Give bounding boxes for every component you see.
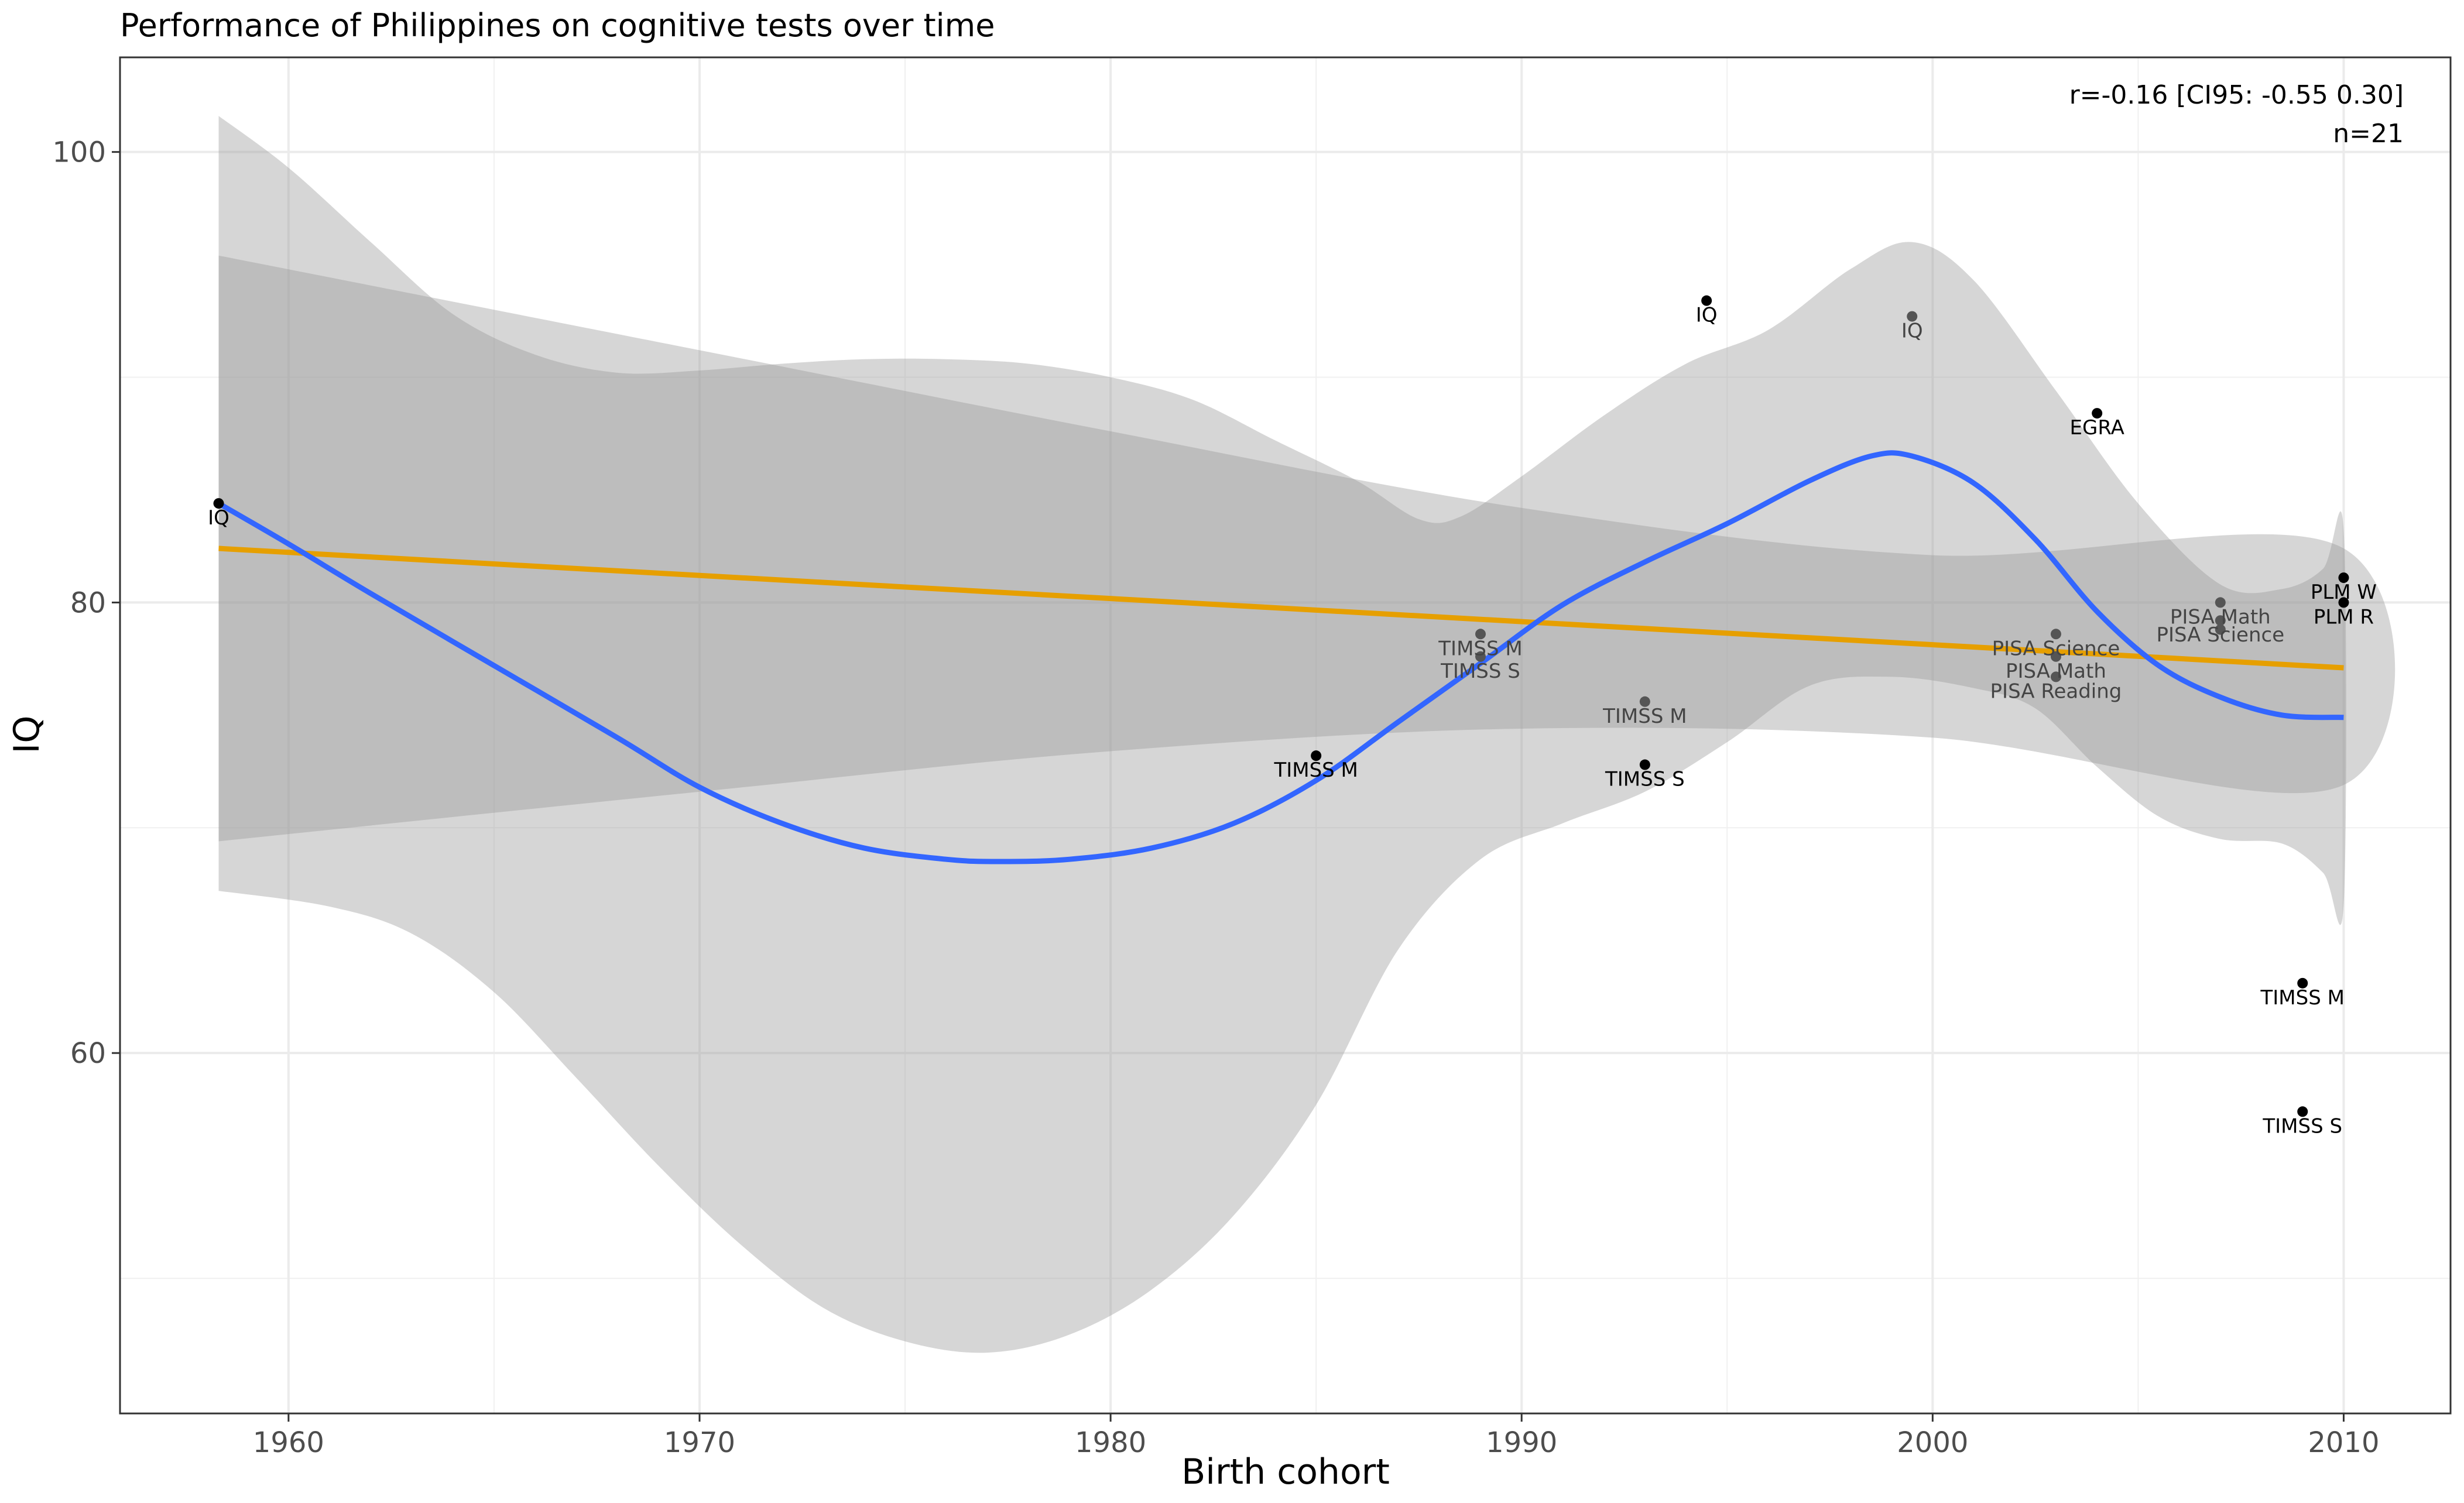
data-point [1639, 759, 1650, 770]
point-label: TIMSS M [1438, 637, 1522, 660]
data-point [1311, 750, 1322, 761]
y-axis-title: IQ [6, 716, 47, 754]
point-label: TIMSS M [2260, 986, 2345, 1010]
point-label: EGRA [2070, 416, 2124, 440]
data-point [1475, 651, 1486, 662]
data-point [2050, 629, 2061, 640]
x-tick-label: 1990 [1486, 1426, 1557, 1459]
linear-confidence-band [218, 255, 2396, 842]
x-tick-label: 1970 [664, 1426, 735, 1459]
data-point [2215, 624, 2226, 635]
loess-confidence-band [218, 116, 2346, 1353]
x-tick-label: 1980 [1075, 1426, 1146, 1459]
data-point [2338, 597, 2349, 608]
data-point [213, 498, 224, 509]
x-tick-label: 2010 [2308, 1426, 2379, 1459]
data-point [1475, 629, 1486, 640]
data-points [213, 295, 2349, 1117]
y-tick-label: 80 [70, 586, 106, 619]
point-label: PISA Science [1992, 637, 2120, 660]
y-tick-label: 100 [52, 136, 106, 169]
data-point [2050, 651, 2061, 662]
point-label: PLM W [2311, 581, 2377, 604]
y-tick-label: 60 [70, 1037, 106, 1070]
point-label: PISA Math [2006, 660, 2106, 683]
data-point [1701, 295, 1712, 306]
x-axis-title: Birth cohort [1181, 1451, 1390, 1492]
point-label: TIMSS S [1605, 768, 1685, 791]
confidence-bands [218, 116, 2396, 1353]
chart-title: Performance of Philippines on cognitive … [120, 7, 995, 44]
point-label: PLM R [2314, 605, 2374, 629]
data-point [2092, 408, 2103, 419]
data-point [2297, 977, 2308, 989]
x-tick-label: 2000 [1897, 1426, 1968, 1459]
data-point [2297, 1106, 2308, 1117]
data-point [2338, 572, 2349, 584]
panel-border [119, 56, 2452, 1415]
data-point [2050, 671, 2061, 682]
point-label: TIMSS M [1273, 759, 1358, 782]
x-tick-label: 1960 [253, 1426, 324, 1459]
fit-lines [217, 450, 2344, 864]
data-point [2215, 615, 2226, 626]
grid-layer [120, 57, 2451, 1413]
correlation-annotation: r=-0.16 [CI95: -0.55 0.30] [2069, 80, 2404, 110]
point-label: IQ [1901, 320, 1923, 343]
axes: 1960 1970 1980 1990 2000 2010 60 80 100 [52, 136, 2379, 1459]
point-label: PISA Science [2157, 623, 2285, 647]
point-label: PISA Reading [1990, 680, 2122, 703]
linear-fit-line [218, 545, 2344, 671]
point-label: TIMSS S [2262, 1114, 2342, 1138]
data-point [2215, 597, 2226, 608]
point-label: TIMSS M [1602, 705, 1687, 728]
data-point [1907, 311, 1918, 322]
point-label: IQ [208, 506, 229, 530]
sample-size-annotation: n=21 [2333, 119, 2404, 149]
point-label: TIMSS S [1440, 660, 1520, 683]
data-point [1639, 696, 1650, 707]
point-label: PISA Math [2170, 605, 2271, 629]
point-label: IQ [1696, 304, 1718, 327]
loess-fit-line [217, 450, 2344, 864]
